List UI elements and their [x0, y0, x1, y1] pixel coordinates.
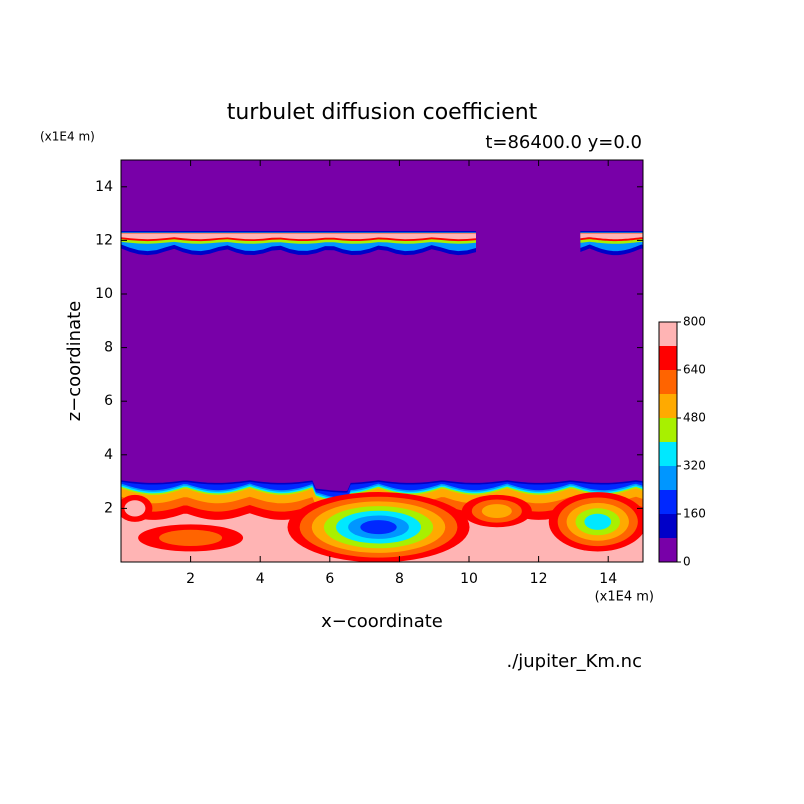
- colorbar-tick-label: 0: [683, 555, 691, 569]
- colorbar-segment: [659, 514, 677, 538]
- y-tick-label: 14: [95, 179, 113, 195]
- y-tick-label: 6: [104, 393, 113, 409]
- colorbar-segment: [659, 370, 677, 394]
- x-tick-label: 2: [186, 571, 195, 587]
- plot-frame: [120, 159, 644, 563]
- colorbar-segment: [659, 466, 677, 490]
- y-label: z−coordinate: [64, 301, 85, 422]
- y-tick-label: 10: [95, 286, 113, 302]
- contour-fill: [121, 233, 476, 240]
- x-unit: (x1E4 m): [595, 590, 654, 605]
- colorbar-segment: [659, 394, 677, 418]
- chart-subtitle: t=86400.0 y=0.0: [485, 132, 642, 153]
- x-tick-label: 14: [599, 571, 617, 587]
- y-tick-label: 4: [104, 447, 113, 463]
- x-tick-label: 12: [530, 571, 548, 587]
- y-unit: (x1E4 m): [40, 130, 95, 144]
- colorbar-tick-label: 480: [683, 411, 706, 425]
- y-tick-label: 8: [104, 340, 113, 356]
- contour-fill: [584, 513, 612, 530]
- colorbar-segment: [659, 346, 677, 370]
- contour-fill: [159, 529, 223, 546]
- colorbar-tick-label: 800: [683, 315, 706, 329]
- chart-title: turbulet diffusion coefficient: [227, 100, 538, 125]
- colorbar-frame: [658, 321, 678, 563]
- contour-fill: [580, 233, 643, 240]
- colorbar-segment: [659, 322, 677, 346]
- source-label: ./jupiter_Km.nc: [506, 651, 642, 672]
- contour-fill: [124, 500, 146, 517]
- colorbar-tick-label: 160: [683, 507, 706, 521]
- contour-fill: [481, 504, 512, 519]
- x-tick-label: 4: [256, 571, 265, 587]
- contour-fill: [360, 520, 397, 535]
- x-label: x−coordinate: [321, 611, 443, 632]
- y-tick-label: 2: [104, 500, 113, 516]
- colorbar-tick-label: 640: [683, 363, 706, 377]
- field: [121, 160, 643, 562]
- colorbar-segment: [659, 418, 677, 442]
- colorbar-segment: [659, 538, 677, 562]
- colorbar-segment: [659, 490, 677, 514]
- y-tick-label: 12: [95, 232, 113, 248]
- colorbar-tick-label: 320: [683, 459, 706, 473]
- x-tick-label: 8: [395, 571, 404, 587]
- colorbar-segment: [659, 442, 677, 466]
- x-tick-label: 10: [460, 571, 478, 587]
- x-tick-label: 6: [325, 571, 334, 587]
